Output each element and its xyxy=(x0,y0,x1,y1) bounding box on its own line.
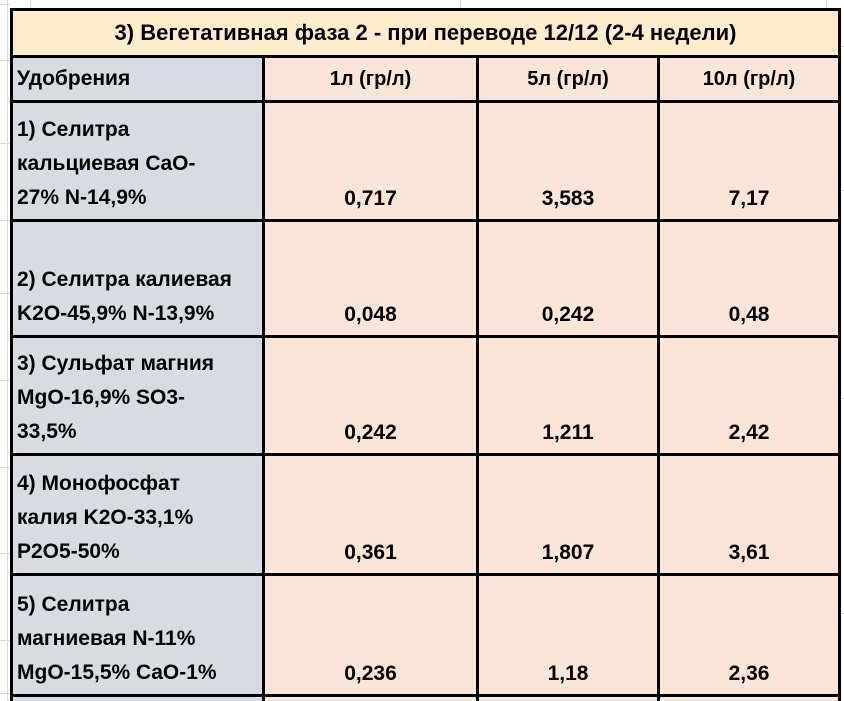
value-1l[interactable]: 0,048 xyxy=(262,219,479,338)
table-row: Хеллат железа 6% 0,005 0,025 0,05 xyxy=(10,694,842,701)
gridline xyxy=(0,640,10,641)
fertilizer-name[interactable]: 5) Селитра магниевая N-11% MgO-15,5% CaO… xyxy=(10,573,265,697)
gridline xyxy=(826,0,827,8)
value-5l[interactable]: 3,583 xyxy=(476,100,660,222)
value-5l[interactable]: 1,807 xyxy=(476,453,660,576)
value-10l[interactable]: 0,05 xyxy=(656,694,842,701)
header-5l[interactable]: 5л (гр/л) xyxy=(476,55,660,103)
value-1l[interactable]: 0,236 xyxy=(262,573,479,697)
value-10l[interactable]: 2,36 xyxy=(656,573,842,697)
gridline xyxy=(0,220,10,221)
gridline xyxy=(838,190,844,191)
value-10l[interactable]: 2,42 xyxy=(656,335,842,456)
value-10l[interactable]: 7,17 xyxy=(656,100,842,222)
gridline xyxy=(0,553,10,554)
gridline xyxy=(838,46,844,47)
gridline xyxy=(838,398,844,399)
gridline xyxy=(838,613,844,614)
value-1l[interactable]: 0,242 xyxy=(262,335,479,456)
gridline xyxy=(0,60,10,61)
value-5l[interactable]: 0,025 xyxy=(476,694,660,701)
value-1l[interactable]: 0,717 xyxy=(262,100,479,222)
fertilizer-table: 3) Вегетативная фаза 2 - при переводе 12… xyxy=(9,8,842,701)
value-5l[interactable]: 1,211 xyxy=(476,335,660,456)
value-1l[interactable]: 0,361 xyxy=(262,453,479,576)
value-5l[interactable]: 0,242 xyxy=(476,219,660,338)
gridline xyxy=(7,0,8,701)
fertilizer-name[interactable]: 4) Монофосфат калия K2O-33,1% P2O5-50% xyxy=(10,453,265,576)
gridline xyxy=(0,293,10,294)
table-row: 2) Селитра калиевая K2O-45,9% N-13,9% 0,… xyxy=(10,219,842,338)
header-1l[interactable]: 1л (гр/л) xyxy=(262,55,479,103)
gridline xyxy=(460,0,461,8)
value-1l[interactable]: 0,005 xyxy=(262,694,479,701)
gridline xyxy=(0,143,10,144)
gridline xyxy=(0,467,10,468)
fertilizer-name[interactable]: Хеллат железа 6% xyxy=(10,694,265,701)
table-title[interactable]: 3) Вегетативная фаза 2 - при переводе 12… xyxy=(9,8,842,58)
fertilizer-name[interactable]: 2) Селитра калиевая K2O-45,9% N-13,9% xyxy=(10,219,265,338)
value-10l[interactable]: 3,61 xyxy=(656,453,842,576)
header-row: Удобрения 1л (гр/л) 5л (гр/л) 10л (гр/л) xyxy=(10,55,842,103)
gridline xyxy=(0,380,10,381)
table-row: 4) Монофосфат калия K2O-33,1% P2O5-50% 0… xyxy=(10,453,842,576)
value-10l[interactable]: 0,48 xyxy=(656,219,842,338)
title-row: 3) Вегетативная фаза 2 - при переводе 12… xyxy=(9,8,842,58)
fertilizer-name[interactable]: 3) Сульфат магния MgO-16,9% SO3- 33,5% xyxy=(10,335,265,456)
table-row: 5) Селитра магниевая N-11% MgO-15,5% CaO… xyxy=(10,573,842,697)
table-row: 1) Селитра кальциевая CaO- 27% N-14,9% 0… xyxy=(10,100,842,222)
gridline xyxy=(0,693,10,694)
fertilizer-name[interactable]: 1) Селитра кальциевая CaO- 27% N-14,9% xyxy=(10,100,265,222)
gridline xyxy=(30,0,31,8)
header-fertilizers[interactable]: Удобрения xyxy=(10,55,265,103)
value-5l[interactable]: 1,18 xyxy=(476,573,660,697)
header-10l[interactable]: 10л (гр/л) xyxy=(656,55,842,103)
gridline xyxy=(0,4,10,5)
table-row: 3) Сульфат магния MgO-16,9% SO3- 33,5% 0… xyxy=(10,335,842,456)
